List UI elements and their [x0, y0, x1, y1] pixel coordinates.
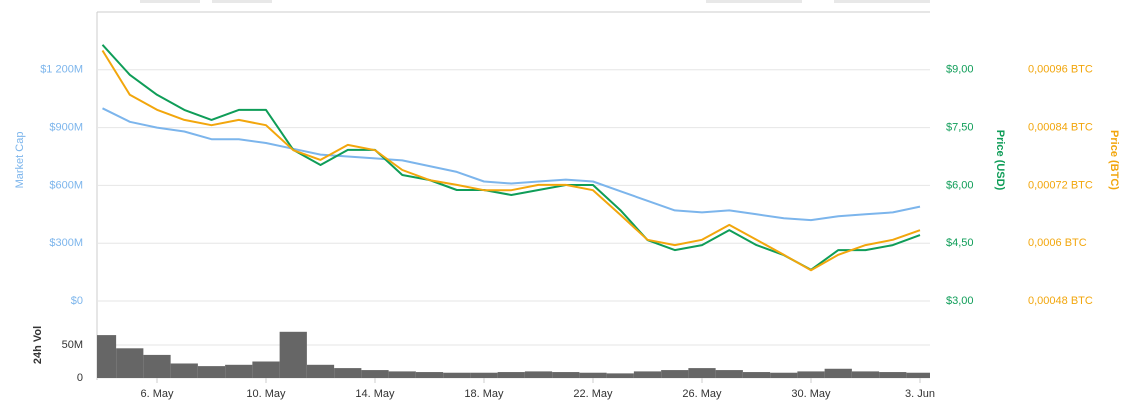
toolbar-button[interactable]: [140, 0, 200, 3]
x-tick-label: 10. May: [246, 388, 286, 400]
y-tick-label: $1 200M: [40, 64, 83, 76]
volume-bar: [279, 331, 307, 378]
volume-bar: [579, 372, 607, 378]
y2-tick-label: $3,00: [946, 295, 974, 307]
y-tick-label: $0: [71, 295, 83, 307]
y2-tick-label: $7,50: [946, 122, 974, 134]
volume-bar: [715, 370, 743, 378]
volume-tick-label: 50M: [62, 339, 83, 351]
volume-bar: [252, 361, 280, 378]
y3-tick-label: 0,00072 BTC: [1028, 179, 1093, 191]
volume-bar: [97, 335, 117, 378]
volume-bar: [797, 371, 825, 378]
x-tick-label: 14. May: [355, 388, 395, 400]
y2-axis-title: Price (USD): [994, 130, 1006, 191]
x-tick-label: 30. May: [791, 388, 831, 400]
y3-tick-label: 0,0006 BTC: [1028, 237, 1087, 249]
y3-tick-label: 0,00084 BTC: [1028, 122, 1093, 134]
toolbar-button[interactable]: [212, 0, 272, 3]
volume-tick-label: 0: [77, 372, 83, 384]
volume-bar: [497, 372, 525, 378]
y-tick-label: $900M: [49, 122, 83, 134]
x-tick-label: 6. May: [140, 388, 174, 400]
volume-bar: [688, 368, 716, 378]
x-tick-label: 18. May: [464, 388, 504, 400]
x-tick-label: 22. May: [573, 388, 613, 400]
y-tick-label: $600M: [49, 179, 83, 191]
volume-bar: [361, 370, 389, 378]
volume-bar: [334, 368, 362, 378]
volume-bar: [633, 371, 662, 378]
y3-tick-label: 0,00096 BTC: [1028, 64, 1093, 76]
y2-tick-label: $6,00: [946, 179, 974, 191]
volume-bar: [143, 354, 171, 378]
y-tick-label: $300M: [49, 237, 83, 249]
series-line: [101, 49, 921, 272]
volume-bar: [225, 364, 253, 378]
volume-bar: [470, 372, 498, 378]
y2-tick-label: $4,50: [946, 237, 974, 249]
toolbar-button[interactable]: [834, 0, 930, 3]
volume-bar: [306, 364, 335, 378]
volume-bar: [552, 372, 580, 378]
volume-bar: [742, 372, 771, 378]
volume-bar: [197, 366, 226, 378]
volume-bar: [770, 372, 798, 378]
volume-bar: [170, 363, 198, 378]
y3-tick-label: 0,00048 BTC: [1028, 295, 1093, 307]
volume-bar: [906, 372, 930, 378]
volume-bar: [606, 373, 634, 378]
series-line: [101, 44, 921, 271]
x-tick-label: 26. May: [682, 388, 722, 400]
volume-axis-title: 24h Vol: [32, 326, 44, 364]
volume-bar: [415, 372, 444, 378]
series-line: [102, 107, 921, 222]
volume-bar: [851, 371, 880, 378]
volume-bar: [388, 371, 416, 378]
toolbar-button[interactable]: [706, 0, 802, 3]
y3-axis-title: Price (BTC): [1108, 130, 1120, 190]
volume-bar: [879, 372, 907, 378]
y2-tick-label: $9,00: [946, 64, 974, 76]
volume-bar: [116, 348, 144, 378]
volume-bar: [661, 370, 689, 378]
x-tick-label: 3. Jun: [905, 388, 935, 400]
volume-bar: [443, 372, 471, 378]
volume-bar: [524, 371, 553, 378]
volume-bar: [824, 368, 852, 378]
y-axis-title: Market Cap: [14, 132, 26, 189]
